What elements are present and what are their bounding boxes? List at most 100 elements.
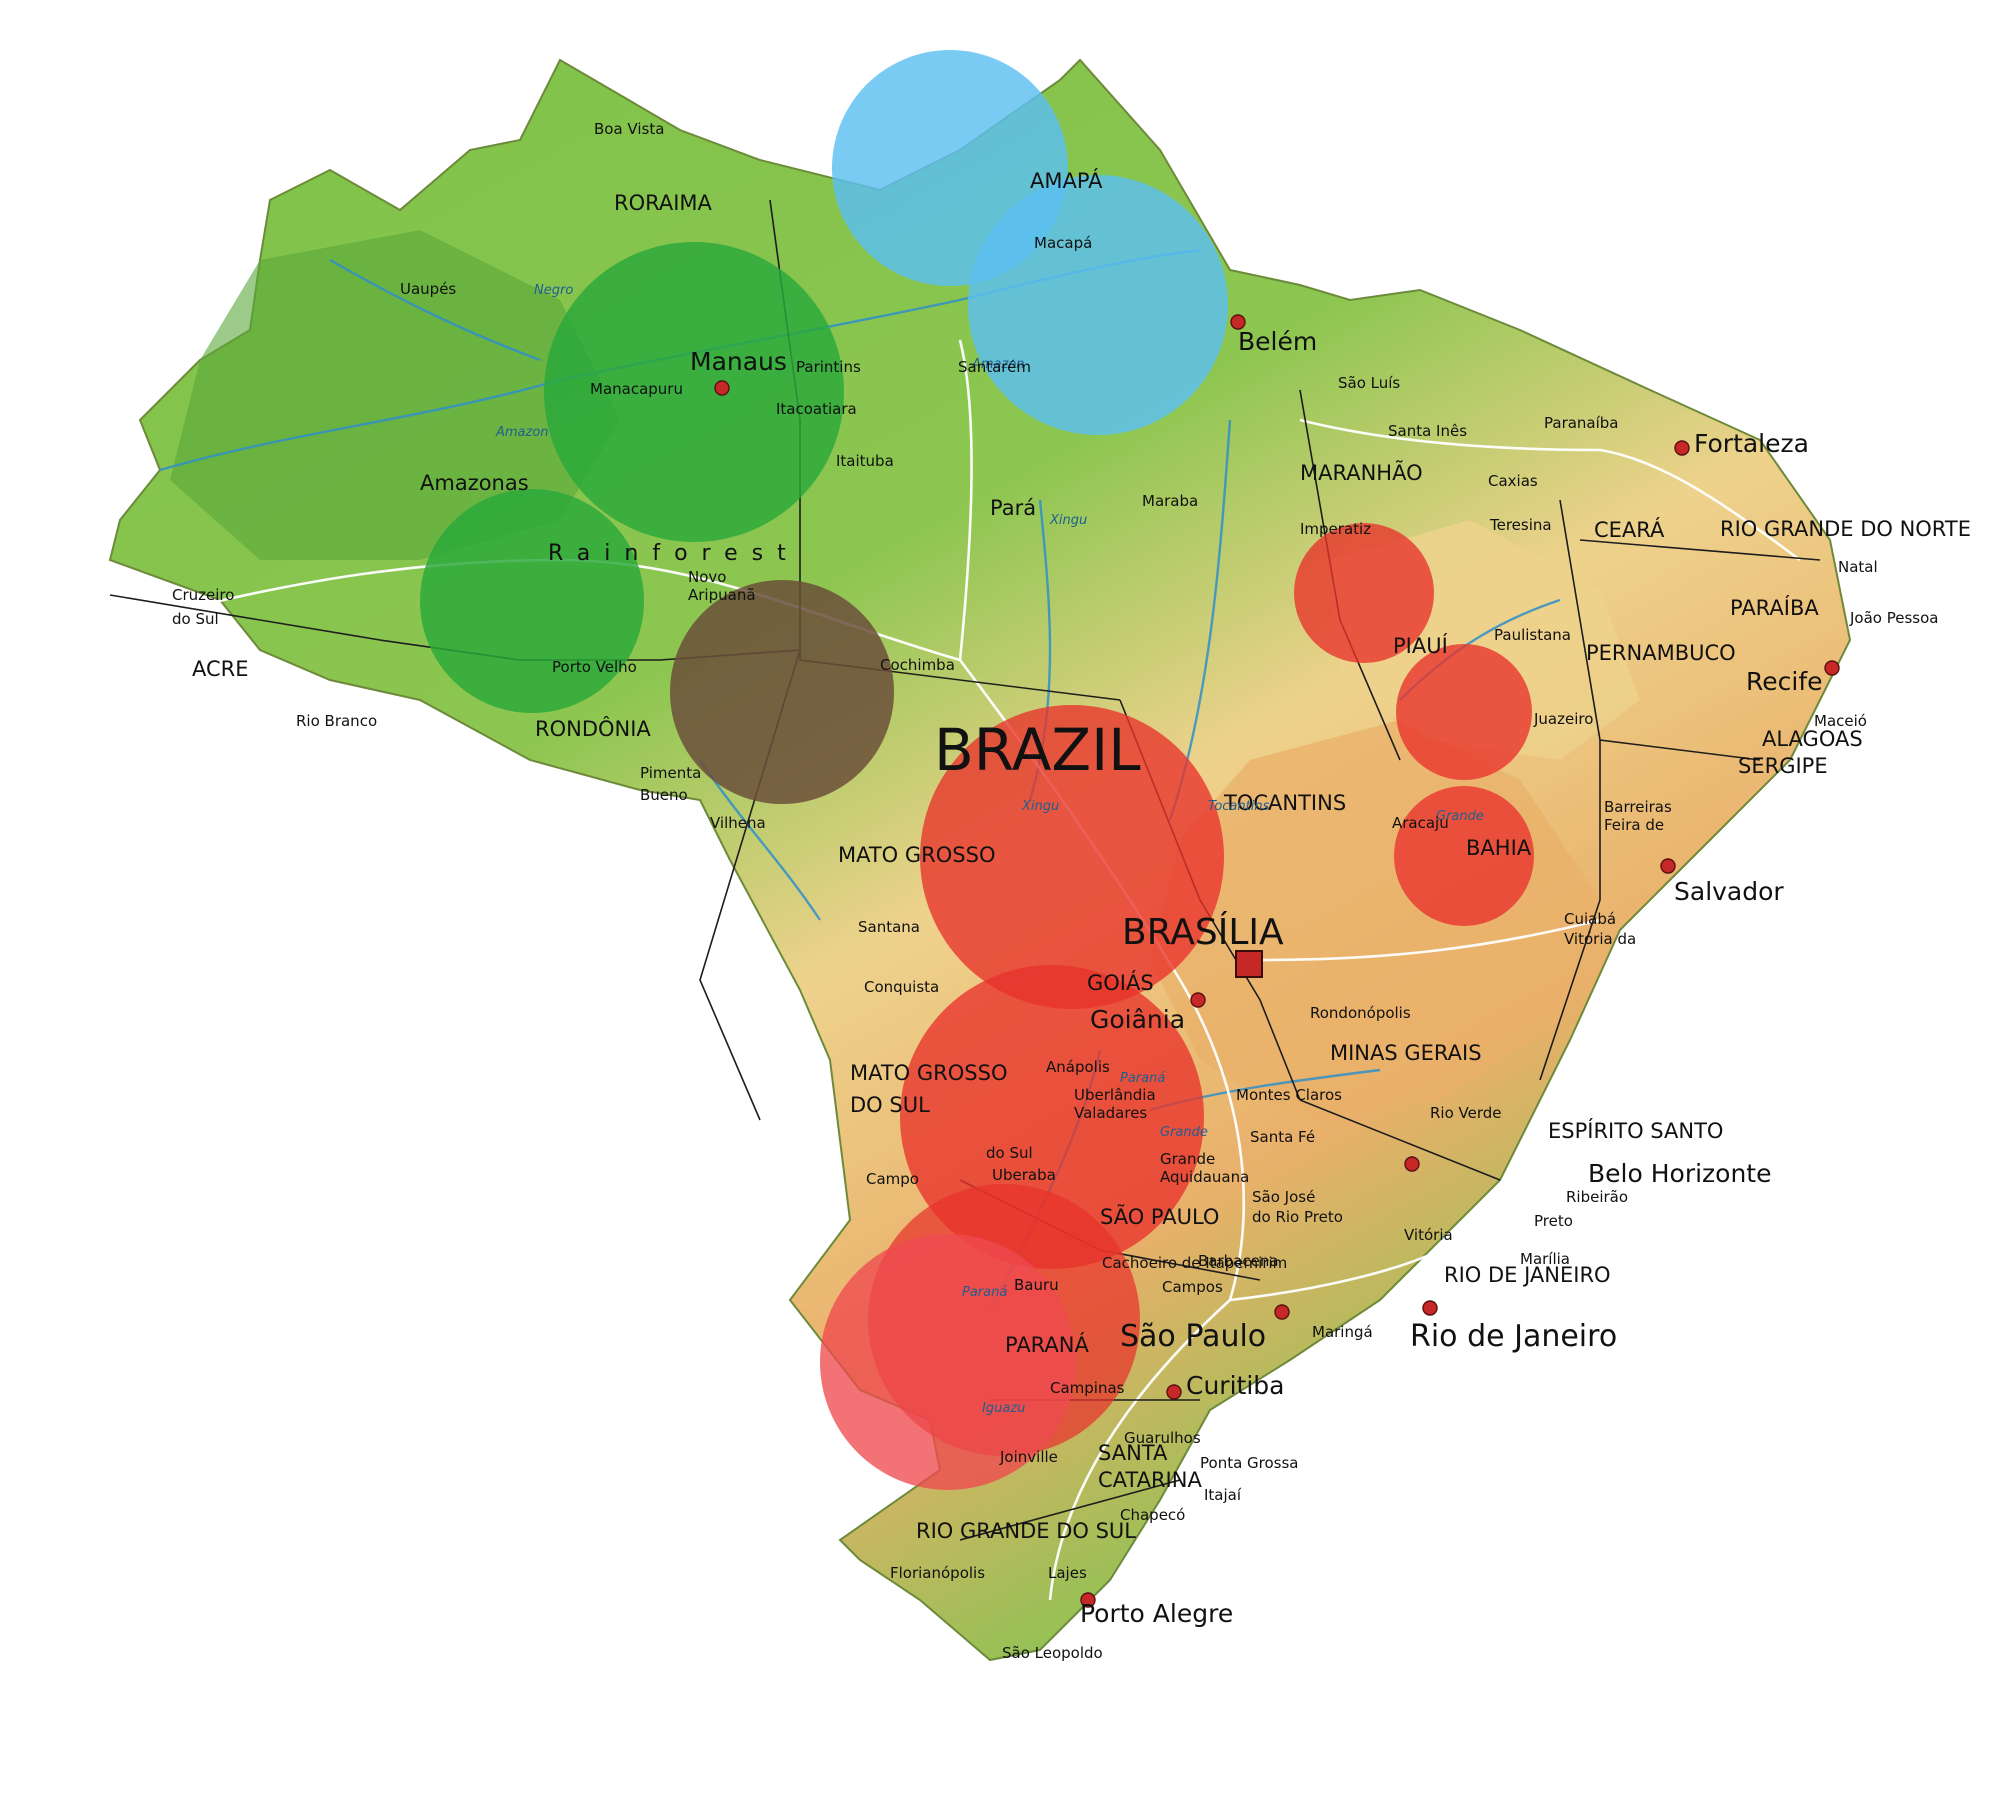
city-label: Natal — [1838, 558, 1878, 576]
state-label: SERGIPE — [1738, 754, 1828, 778]
major-city-label: Recife — [1746, 667, 1823, 696]
river-label: Paraná — [962, 1285, 1007, 1300]
city-label: São José — [1252, 1188, 1315, 1206]
river-label: Amazon — [495, 425, 549, 440]
state-label: RONDÔNIA — [535, 716, 651, 741]
state-label: CATARINA — [1098, 1468, 1202, 1492]
state-label: PIAUÍ — [1393, 633, 1448, 658]
city-label: Montes Claros — [1236, 1086, 1342, 1104]
river-label: Grande — [1436, 809, 1484, 824]
city-dot-icon — [1660, 858, 1676, 874]
overlay-circles — [420, 50, 1534, 1490]
forest-patch — [170, 230, 620, 560]
state-label: DO SUL — [850, 1093, 930, 1117]
city-label: Campos — [1162, 1278, 1223, 1296]
city-label: Aquidauana — [1160, 1168, 1249, 1186]
city-label: Rio Branco — [296, 712, 377, 730]
city-label: Vitória da — [1564, 930, 1636, 948]
river-label: Paraná — [1120, 1071, 1165, 1086]
city-label: Florianópolis — [890, 1564, 985, 1582]
city-label: Conquista — [864, 978, 939, 996]
city-label: Paulistana — [1494, 626, 1571, 644]
city-label: Valadares — [1074, 1104, 1147, 1122]
city-label: Aracaju — [1392, 814, 1449, 832]
overlay-circle — [670, 580, 894, 804]
major-city-labels: Fortaleza Recife Salvador Belo Horizonte Rio… — [690, 314, 1840, 1628]
overlay-circle — [1294, 523, 1434, 663]
state-label: GOIÁS — [1087, 970, 1154, 995]
city-label: do Sul — [986, 1144, 1033, 1162]
city-label: Cochimba — [880, 656, 955, 674]
city-dot-icon — [1274, 1304, 1290, 1320]
river-label: Tocantins — [1208, 799, 1270, 814]
city-label: Santa Inês — [1388, 422, 1467, 440]
city-label: do Rio Preto — [1252, 1208, 1343, 1226]
city-label: Novo — [688, 568, 726, 586]
capital-square-icon — [1235, 950, 1263, 978]
state-label: Pará — [990, 496, 1036, 520]
overlay-circle — [420, 489, 644, 713]
state-label: MINAS GERAIS — [1330, 1041, 1482, 1065]
major-city-label: Curitiba — [1186, 1371, 1284, 1400]
city-label: Cuiabá — [1564, 910, 1616, 928]
major-city-label: São Paulo — [1120, 1319, 1266, 1354]
city-dot-icon — [1824, 660, 1840, 676]
city-label: Santana — [858, 918, 920, 936]
river-label: Negro — [534, 283, 573, 298]
city-label: Maraba — [1142, 492, 1198, 510]
city-label: Itajaí — [1204, 1486, 1242, 1504]
city-label: Bueno — [640, 786, 688, 804]
city-label: Porto Velho — [552, 658, 637, 676]
major-city-label: Fortaleza — [1694, 429, 1809, 458]
state-label: TOCANTINS — [1223, 791, 1346, 815]
city-label: Aripuanã — [688, 586, 756, 604]
state-label: RORAIMA — [614, 191, 713, 215]
city-label: Santarém — [958, 358, 1031, 376]
city-label: Barbacena — [1198, 1252, 1279, 1270]
state-label: BAHIA — [1466, 836, 1532, 860]
overlay-circle — [920, 705, 1224, 1009]
city-label: Itacoatiara — [776, 400, 857, 418]
city-label: Bauru — [1014, 1276, 1059, 1294]
river-label: Grande — [1160, 1125, 1208, 1140]
city-dot-icon — [714, 380, 730, 396]
major-city-label: Manaus — [690, 347, 787, 376]
city-label: Itaituba — [836, 452, 894, 470]
major-city-label: Rio de Janeiro — [1410, 1319, 1617, 1354]
city-dot-icon — [1190, 992, 1206, 1008]
city-label: Rondonópolis — [1310, 1004, 1411, 1022]
state-label: RIO GRANDE DO NORTE — [1720, 517, 1971, 541]
city-label: Uaupés — [400, 280, 456, 298]
city-dot-icon — [1080, 1592, 1096, 1608]
city-label: Joinville — [999, 1448, 1058, 1466]
city-label: Parintins — [796, 358, 861, 376]
city-label: do Sul — [172, 610, 219, 628]
city-label: Pimenta — [640, 764, 701, 782]
region-label: Rainforest — [548, 541, 800, 566]
state-label: PERNAMBUCO — [1586, 641, 1736, 665]
city-dot-icon — [1166, 1384, 1182, 1400]
city-label: Uberaba — [992, 1166, 1056, 1184]
city-label: Manacapuru — [590, 380, 683, 398]
city-label: Teresina — [1489, 516, 1552, 534]
city-label: Chapecó — [1120, 1506, 1185, 1524]
city-label: Paranaíba — [1544, 414, 1619, 432]
state-label: SANTA — [1098, 1441, 1168, 1465]
city-label: Imperatiz — [1300, 520, 1371, 538]
river-labels: Negro Amazon Amazon Xingu Xingu Tocantins Gran… — [495, 283, 1484, 1416]
city-label: Boa Vista — [594, 120, 664, 138]
city-label: Campo — [866, 1170, 919, 1188]
capital-label: BRASÍLIA — [1122, 911, 1284, 953]
city-label: Cruzeiro — [172, 586, 234, 604]
major-city-label: Salvador — [1674, 877, 1784, 906]
state-label: MATO GROSSO — [850, 1061, 1007, 1085]
state-label: ALAGOAS — [1762, 727, 1863, 751]
city-label: Maringá — [1312, 1323, 1373, 1341]
state-label: CEARÁ — [1594, 517, 1665, 542]
state-label: MATO GROSSO — [838, 843, 995, 867]
city-label: Guarulhos — [1124, 1429, 1201, 1447]
state-labels: RORAIMA AMAPÁ Amazonas Pará ACRE RONDÔNIA MARA… — [192, 168, 1971, 1543]
city-label: Cachoeiro de Itapemirim — [1102, 1254, 1287, 1272]
city-label: Marília — [1520, 1250, 1570, 1268]
city-label: Anápolis — [1046, 1058, 1110, 1076]
